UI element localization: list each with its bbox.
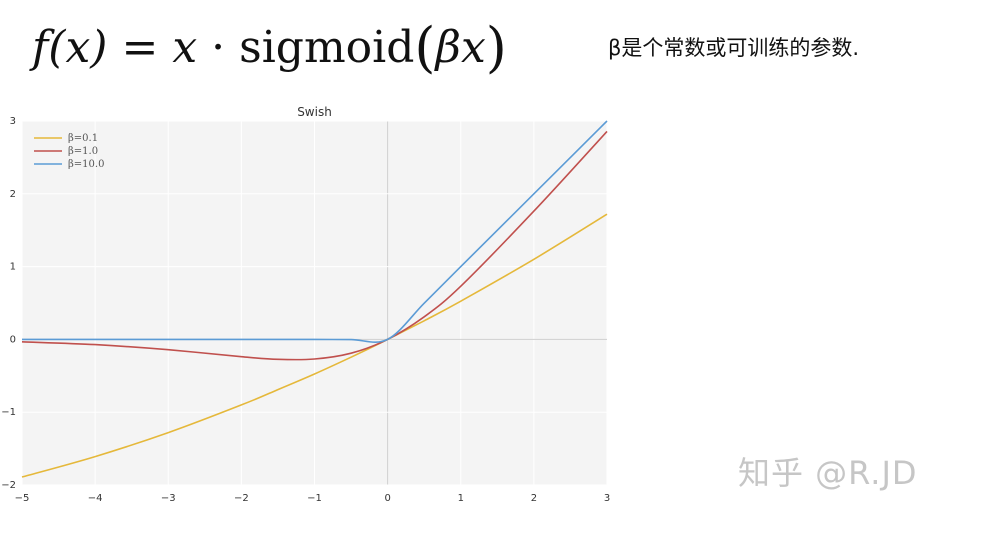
x-tick-label: −5: [15, 493, 30, 504]
y-tick-label: 1: [10, 262, 16, 273]
series-line-1: [21, 130, 608, 361]
formula-x: x: [172, 21, 198, 73]
formula: f(x) = x · sigmoid ( βx ): [32, 8, 507, 86]
y-tick-label: 2: [10, 189, 16, 200]
formula-lhs: f(x): [32, 21, 108, 73]
series-line-0: [21, 213, 608, 478]
x-tick-label: −3: [161, 493, 176, 504]
y-tick-label: 0: [10, 334, 16, 345]
chart-title: Swish: [297, 105, 332, 119]
series-line-2: [22, 120, 608, 343]
formula-dot: ·: [211, 21, 226, 73]
x-tick-label: 1: [458, 493, 464, 504]
x-tick-label: −4: [88, 493, 103, 504]
formula-close-paren: ): [485, 15, 507, 79]
x-tick-label: 3: [604, 493, 610, 504]
parameter-note: β是个常数或可训练的参数.: [608, 36, 860, 60]
y-tick-label: 3: [10, 116, 16, 127]
formula-function: sigmoid: [239, 21, 415, 73]
y-tick-label: −1: [1, 407, 16, 418]
legend-label: β=1.0: [68, 146, 98, 157]
y-tick-label: −2: [1, 480, 16, 491]
watermark: 知乎 @R.JD: [738, 454, 918, 492]
x-tick-label: 2: [531, 493, 537, 504]
formula-equals: =: [121, 21, 159, 73]
x-tick-label: −1: [307, 493, 322, 504]
swish-chart: −5 −4 −3 −2 −1 0 1 2 3 −2 −1 0 1 2 3 Swish β=0.1 β=1.0 β=1…: [1, 105, 610, 504]
legend-label: β=10.0: [68, 159, 104, 170]
formula-argument: βx: [435, 21, 486, 73]
formula-open-paren: (: [414, 15, 436, 79]
legend-label: β=0.1: [68, 133, 98, 144]
x-tick-label: −2: [234, 493, 249, 504]
x-tick-label: 0: [384, 493, 390, 504]
